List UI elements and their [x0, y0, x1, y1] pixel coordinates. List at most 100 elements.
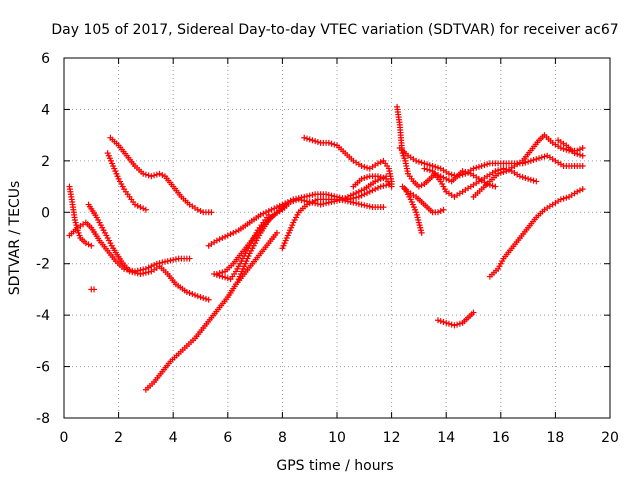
- chart-title: Day 105 of 2017, Sidereal Day-to-day VTE…: [51, 22, 618, 38]
- data-point: [140, 205, 147, 212]
- data-point: [361, 163, 368, 170]
- data-point: [88, 242, 95, 249]
- data-point: [377, 159, 384, 166]
- series-track-19: [421, 165, 540, 200]
- data-point: [538, 154, 545, 161]
- data-point: [312, 138, 319, 145]
- data-point: [148, 263, 155, 270]
- series-track-22: [435, 309, 477, 329]
- data-point: [459, 171, 466, 178]
- series-track-7: [142, 229, 280, 393]
- data-point: [325, 139, 332, 146]
- data-point: [317, 201, 324, 208]
- series-track-20: [470, 132, 586, 200]
- data-point: [309, 191, 316, 198]
- data-point: [159, 259, 166, 266]
- data-point: [495, 170, 502, 177]
- data-point: [170, 256, 177, 263]
- data-point: [374, 184, 381, 191]
- data-point: [303, 135, 310, 142]
- data-point: [432, 163, 439, 170]
- data-point: [451, 322, 458, 329]
- data-point: [380, 182, 387, 189]
- series-track-11: [235, 201, 289, 283]
- data-point: [314, 139, 321, 145]
- data-point: [224, 275, 231, 282]
- data-point: [189, 291, 196, 298]
- data-point: [388, 183, 395, 190]
- data-point: [424, 161, 431, 168]
- data-point: [473, 164, 480, 171]
- data-point: [358, 201, 365, 208]
- data-point: [265, 211, 272, 218]
- data-point: [424, 166, 431, 173]
- data-point: [323, 191, 330, 198]
- data-point: [216, 272, 223, 279]
- data-point: [380, 175, 387, 181]
- data-point: [222, 233, 229, 240]
- data-point: [415, 183, 422, 190]
- y-tick-label: -4: [36, 308, 50, 324]
- data-point: [426, 167, 433, 174]
- data-point: [361, 191, 368, 198]
- data-point: [336, 196, 343, 203]
- data-point: [435, 164, 442, 171]
- data-point: [492, 183, 499, 190]
- data-point: [435, 209, 442, 216]
- data-point: [364, 164, 371, 171]
- data-point: [413, 157, 420, 164]
- data-point: [421, 165, 428, 172]
- data-point: [579, 186, 586, 193]
- data-point: [481, 162, 488, 169]
- data-point: [219, 235, 226, 241]
- data-point: [571, 150, 578, 157]
- x-tick-label: 8: [278, 430, 287, 446]
- data-point: [560, 145, 567, 152]
- data-point: [484, 161, 491, 168]
- data-point: [440, 319, 447, 325]
- data-point: [456, 320, 463, 327]
- data-point: [268, 206, 275, 213]
- data-point: [372, 178, 379, 185]
- data-point: [298, 197, 305, 204]
- x-tick-label: 14: [437, 430, 455, 446]
- data-point: [519, 174, 526, 181]
- data-point: [148, 173, 155, 180]
- data-point: [355, 188, 362, 195]
- data-point: [358, 192, 365, 199]
- data-point: [186, 290, 193, 297]
- data-point: [306, 192, 313, 199]
- data-point: [440, 174, 447, 181]
- y-tick-label: -2: [36, 257, 50, 273]
- data-point: [306, 136, 313, 143]
- data-point: [301, 197, 308, 204]
- data-point: [145, 172, 152, 179]
- data-point: [303, 193, 310, 200]
- data-point: [183, 289, 190, 295]
- ticks-layer: 0 2 4 6 8 10 12 14 16 18 20 -8 -6 -4 -2 0 2 4 6: [36, 51, 619, 446]
- data-point: [516, 173, 523, 180]
- data-point: [522, 175, 529, 181]
- data-point: [454, 321, 461, 328]
- data-point: [377, 183, 384, 190]
- data-point: [574, 188, 581, 195]
- data-point: [372, 186, 379, 193]
- data-point: [197, 208, 204, 214]
- data-point: [437, 208, 444, 214]
- data-point: [309, 137, 316, 144]
- data-point: [271, 205, 278, 212]
- data-point: [159, 172, 166, 178]
- series-track-14: [350, 173, 395, 190]
- data-point: [448, 321, 455, 328]
- data-point: [142, 206, 149, 213]
- data-point: [440, 206, 447, 213]
- data-point: [194, 293, 201, 300]
- data-point: [347, 199, 354, 205]
- data-point: [142, 269, 149, 276]
- data-point: [162, 258, 169, 265]
- data-point: [557, 145, 564, 151]
- data-point: [151, 172, 158, 179]
- data-point: [527, 176, 534, 183]
- data-point: [470, 309, 477, 316]
- series-track-4: [107, 134, 215, 216]
